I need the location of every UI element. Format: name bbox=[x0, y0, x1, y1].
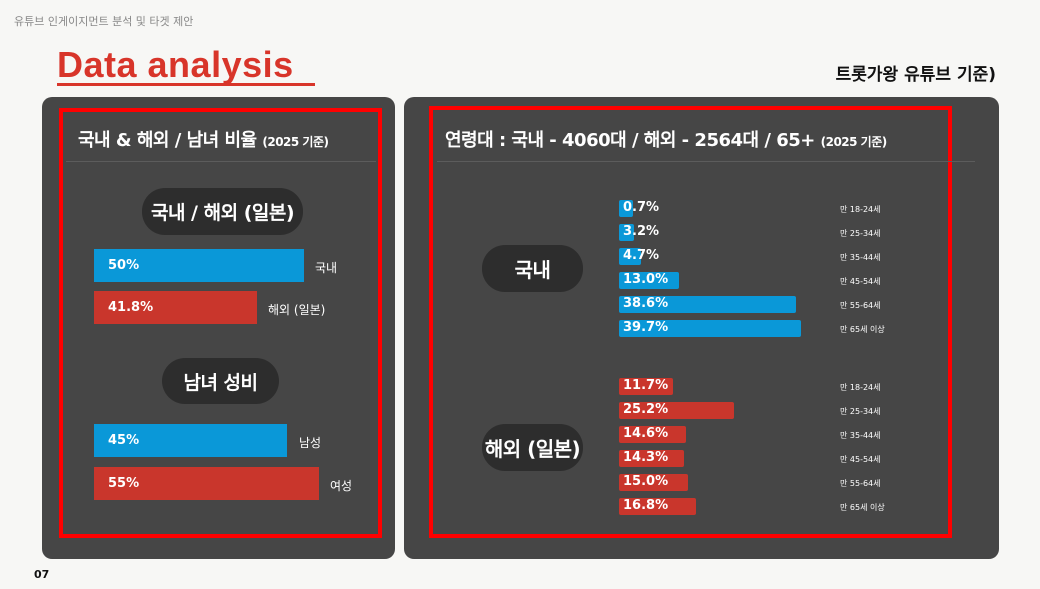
domestic-age-bar bbox=[619, 248, 641, 265]
overseas-age-value: 11.7% bbox=[623, 378, 669, 393]
domestic-age-value: 0.7% bbox=[623, 200, 660, 215]
domestic-age-label: 만 18-24세 bbox=[840, 205, 881, 214]
overseas-age-label: 만 35-44세 bbox=[840, 431, 881, 440]
right-panel-heading: 연령대 : 국내 - 4060대 / 해외 - 2564대 / 65+ (202… bbox=[445, 126, 887, 152]
overseas-title-pill: 해외 (일본) bbox=[482, 424, 583, 471]
breadcrumb: 유튜브 인게이지먼트 분석 및 타겟 제안 bbox=[14, 15, 194, 28]
gender-bar-male: 45% bbox=[94, 424, 287, 457]
domestic-age-value: 4.7% bbox=[623, 248, 660, 263]
overseas-age-label: 만 25-34세 bbox=[840, 407, 881, 416]
domestic-age-label: 만 65세 이상 bbox=[840, 325, 885, 334]
gender-bar-male-label: 남성 bbox=[299, 436, 322, 450]
domestic-age-label: 만 55-64세 bbox=[840, 301, 881, 310]
region-bar-overseas: 41.8% bbox=[94, 291, 257, 324]
right-divider bbox=[437, 161, 975, 162]
overseas-age-bar bbox=[619, 450, 685, 467]
domestic-age-bar bbox=[619, 200, 633, 217]
gender-title-pill: 남녀 성비 bbox=[162, 358, 279, 404]
overseas-age-value: 25.2% bbox=[623, 402, 669, 417]
region-title-pill: 국내 / 해외 (일본) bbox=[142, 188, 303, 235]
domestic-age-label: 만 45-54세 bbox=[840, 277, 881, 286]
overseas-age-value: 14.3% bbox=[623, 450, 669, 465]
page-title: Data analysis bbox=[57, 44, 294, 85]
title-underline bbox=[57, 83, 315, 86]
overseas-age-bar bbox=[619, 402, 735, 419]
domestic-age-bar bbox=[619, 296, 796, 313]
domestic-age-label: 만 25-34세 bbox=[840, 229, 881, 238]
right-heading-text: 연령대 : 국내 - 4060대 / 해외 - 2564대 / 65+ bbox=[445, 130, 815, 151]
domestic-age-bar bbox=[619, 320, 801, 337]
left-heading-text: 국내 & 해외 / 남녀 비율 bbox=[78, 130, 257, 151]
domestic-age-value: 3.2% bbox=[623, 224, 660, 239]
overseas-age-bar bbox=[619, 426, 686, 443]
domestic-age-value: 13.0% bbox=[623, 272, 669, 287]
overseas-age-label: 만 55-64세 bbox=[840, 479, 881, 488]
domestic-age-bar bbox=[619, 272, 679, 289]
domestic-age-value: 39.7% bbox=[623, 320, 669, 335]
region-bar-domestic: 50% bbox=[94, 249, 304, 282]
right-heading-note: (2025 기준) bbox=[820, 135, 888, 149]
domestic-age-value: 38.6% bbox=[623, 296, 669, 311]
left-heading-note: (2025 기준) bbox=[262, 135, 329, 149]
overseas-age-value: 15.0% bbox=[623, 474, 669, 489]
overseas-age-label: 만 65세 이상 bbox=[840, 503, 885, 512]
overseas-age-bar bbox=[619, 474, 688, 491]
highlight-frame-left bbox=[59, 108, 382, 538]
region-bar-domestic-label: 국내 bbox=[315, 261, 338, 275]
gender-bar-female-label: 여성 bbox=[330, 479, 353, 493]
domestic-age-label: 만 35-44세 bbox=[840, 253, 881, 262]
overseas-age-value: 14.6% bbox=[623, 426, 669, 441]
left-panel-heading: 국내 & 해외 / 남녀 비율 (2025 기준) bbox=[78, 126, 329, 152]
overseas-age-label: 만 45-54세 bbox=[840, 455, 881, 464]
left-divider bbox=[66, 161, 376, 162]
overseas-age-bar bbox=[619, 498, 696, 515]
region-bar-overseas-label: 해외 (일본) bbox=[268, 303, 326, 317]
overseas-age-label: 만 18-24세 bbox=[840, 383, 881, 392]
gender-bar-female: 55% bbox=[94, 467, 319, 500]
overseas-age-bar bbox=[619, 378, 673, 395]
domestic-age-bar bbox=[619, 224, 634, 241]
page-subtitle: 트롯가왕 유튜브 기준) bbox=[835, 65, 996, 85]
highlight-frame-right bbox=[429, 106, 952, 538]
domestic-title-pill: 국내 bbox=[482, 245, 583, 292]
overseas-age-value: 16.8% bbox=[623, 498, 669, 513]
page-number: 07 bbox=[34, 568, 50, 581]
